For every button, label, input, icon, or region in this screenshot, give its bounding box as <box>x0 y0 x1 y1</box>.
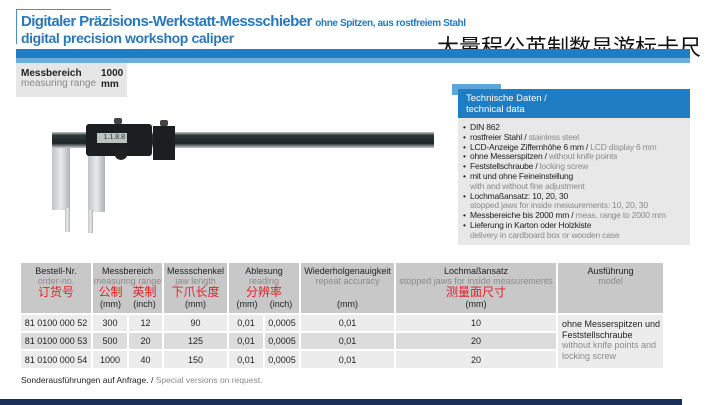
col-stopped-jaws: Lochmaßansatz stopped jaws for inside mea… <box>394 263 557 314</box>
col-order-no: Bestell-Nr. order-no. 订货号 <box>21 263 92 314</box>
footer-band <box>0 399 682 405</box>
table-row: 81 0100 000 54 1000 40 150 0,01 0,0005 0,01 20 <box>21 349 663 368</box>
tech-item: Lieferung in Karton oder Holzkistedelive… <box>463 220 690 241</box>
tech-item: DIN 862 <box>463 122 690 133</box>
sliding-jaw <box>88 150 105 212</box>
range-label-en: measuring range <box>21 78 97 89</box>
spec-table: Bestell-Nr. order-no. 订货号 Messbereich measu… <box>21 263 663 368</box>
range-label-de: Messbereich <box>21 68 82 79</box>
tech-item: ohne Messerspitzen / without knife point… <box>463 151 690 162</box>
fixed-jaw-tip <box>65 208 70 232</box>
header-band <box>16 49 690 58</box>
col-jaw-length: Messschenkel jaw length 下爪长度 (mm) <box>162 263 228 314</box>
footnote: Sonderausführungen auf Anfrage. / Specia… <box>21 375 263 385</box>
range-value: 1000 mm <box>101 68 124 90</box>
tech-item: rostfreier Stahl / stainless steel <box>463 132 690 143</box>
tech-item: Messbereiche bis 2000 mm / meas. range t… <box>463 210 690 221</box>
col-model: Ausführung model <box>556 263 663 314</box>
tech-item: LCD-Anzeige Ziffernhöhe 6 mm / LCD displ… <box>463 142 690 153</box>
display-knob <box>115 150 127 160</box>
title-de-main: Digitaler Präzisions-Werkstatt-Messschie… <box>21 13 312 30</box>
sliding-jaw-tip <box>88 210 93 233</box>
tech-data-list: DIN 862 rostfreier Stahl / stainless ste… <box>458 118 690 245</box>
locking-block <box>153 126 175 160</box>
col-repeat-accuracy: Wiederholgenauigkeit repeat accuracy (mm) <box>299 263 395 314</box>
lock-screw-icon <box>114 118 122 124</box>
tech-title: Technische Daten / <box>466 93 547 104</box>
lcd-display: 1.1.8.8 <box>97 133 127 143</box>
lock-screw-icon <box>160 120 168 126</box>
title-de: Digitaler Präzisions-Werkstatt-Messschie… <box>21 13 466 30</box>
model-cell: ohne Messerspitzen und Feststellschraube… <box>556 313 663 368</box>
title-frame <box>16 9 111 44</box>
title-de-sub: ohne Spitzen, aus rostfreiem Stahl <box>315 18 466 29</box>
tech-title-en: technical data <box>466 104 525 115</box>
caliper-image: 1.1.8.8 <box>0 0 450 260</box>
title-en: digital precision workshop caliper <box>21 30 234 46</box>
col-measuring-range: Messbereich measuring range 公制 英制 (mm) (inch) <box>91 263 163 314</box>
tech-data-header: Technische Daten / technical data <box>458 89 690 118</box>
tech-item: Feststellschraube / locking screw <box>463 161 690 172</box>
col-reading: Ablesung reading 分辨率 (mm) (inch) <box>227 263 300 314</box>
table-row: 81 0100 000 53 500 20 125 0,01 0,0005 0,01 20 <box>21 331 663 350</box>
header-band-light <box>16 58 690 63</box>
fixed-jaw <box>52 148 70 210</box>
measuring-range-box: Messbereich measuring range 1000 mm <box>16 63 127 97</box>
header-row: Bestell-Nr. order-no. 订货号 Messbereich measu… <box>21 263 663 314</box>
table-row: 81 0100 000 52 300 12 90 0,01 0,0005 0,01 10 oh… <box>21 313 663 368</box>
